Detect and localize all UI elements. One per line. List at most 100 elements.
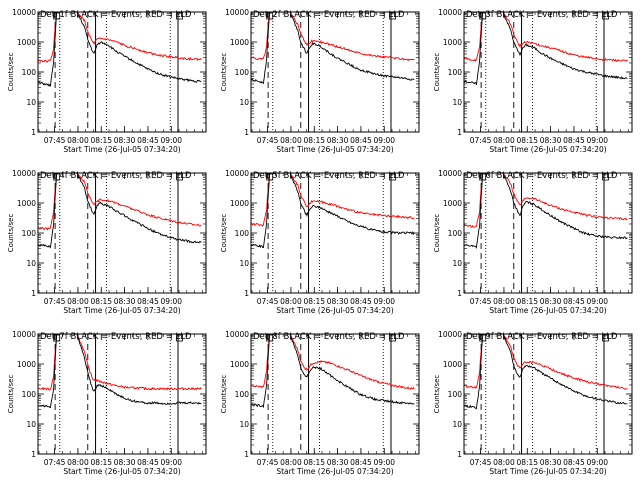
y-tick-label: 1000	[443, 360, 462, 369]
y-tick-label: 10	[452, 420, 462, 429]
x-tick-label: 07:45	[257, 458, 279, 467]
segment-marker	[479, 334, 487, 342]
segment-marker	[266, 173, 274, 181]
x-tick-label: 08:45	[350, 297, 372, 306]
y-tick-label: 10	[26, 420, 36, 429]
x-tick-label: 08:30	[540, 136, 562, 145]
panel-title: Det_9f BLACK = Events, RED = LLD	[466, 332, 618, 342]
y-tick-label: 1	[244, 128, 249, 137]
segment-marker	[479, 12, 487, 20]
x-axis-label: Start Time (26-Jul-05 07:34:20)	[63, 306, 180, 315]
lld-series-line	[251, 12, 415, 62]
y-tick-label: 1	[457, 128, 462, 137]
x-tick-label: 07:45	[44, 136, 66, 145]
x-tick-label: 09:00	[160, 136, 182, 145]
x-axis-label: Start Time (26-Jul-05 07:34:20)	[489, 306, 606, 315]
lld-series-line	[38, 173, 202, 231]
x-tick-label: 08:30	[540, 297, 562, 306]
plot-frame	[463, 11, 633, 133]
x-tick-label: 08:30	[327, 458, 349, 467]
x-tick-label: 08:15	[516, 136, 538, 145]
y-tick-label: 100	[235, 229, 250, 238]
x-tick-label: 07:45	[470, 136, 492, 145]
x-tick-label: 08:45	[563, 297, 585, 306]
segment-marker	[53, 12, 61, 20]
y-tick-label: 1	[31, 450, 36, 459]
panel-4: Det_4f BLACK = Events, RED = LLD Counts/s…	[7, 169, 207, 315]
y-tick-label: 1000	[17, 38, 36, 47]
segment-marker	[389, 334, 396, 342]
events-series-line	[464, 12, 628, 85]
y-tick-label: 10000	[438, 330, 462, 339]
x-tick-label: 08:45	[350, 136, 372, 145]
x-axis-label: Start Time (26-Jul-05 07:34:20)	[63, 145, 180, 154]
x-tick-label: 09:00	[373, 458, 395, 467]
x-tick-label: 08:00	[280, 297, 302, 306]
series-group	[251, 173, 415, 249]
y-tick-label: 100	[22, 68, 37, 77]
segment-marker	[389, 12, 396, 20]
x-tick-label: 08:15	[90, 136, 112, 145]
x-tick-label: 07:45	[257, 297, 279, 306]
y-axis-label: Counts/sec	[7, 53, 15, 92]
x-tick-label: 08:45	[137, 136, 159, 145]
y-tick-label: 10	[452, 259, 462, 268]
plot-frame	[250, 333, 420, 455]
y-tick-label: 1	[31, 128, 36, 137]
x-tick-label: 08:15	[303, 136, 325, 145]
x-axis-label: Start Time (26-Jul-05 07:34:20)	[276, 467, 393, 476]
panel-title: Det_5f BLACK = Events, RED = LLD	[253, 171, 405, 181]
x-axis-label: Start Time (26-Jul-05 07:34:20)	[489, 467, 606, 476]
y-tick-label: 1000	[230, 360, 249, 369]
segment-marker	[266, 334, 274, 342]
events-series-line	[464, 334, 628, 410]
x-tick-label: 08:45	[563, 458, 585, 467]
lld-series-line	[464, 12, 628, 62]
events-series-line	[38, 173, 202, 249]
marker-lines	[267, 12, 392, 132]
y-tick-label: 1	[457, 450, 462, 459]
x-tick-label: 08:30	[327, 297, 349, 306]
marker-lines	[480, 12, 605, 132]
panel-title: Det_8f BLACK = Events, RED = LLD	[253, 332, 405, 342]
y-tick-label: 100	[22, 390, 37, 399]
y-tick-label: 10	[239, 420, 249, 429]
y-tick-label: 10000	[225, 8, 249, 17]
plot-frame	[463, 172, 633, 294]
y-tick-label: 10	[452, 98, 462, 107]
x-tick-label: 08:30	[114, 458, 136, 467]
y-axis-label: Counts/sec	[433, 375, 441, 414]
y-axis-label: Counts/sec	[220, 53, 228, 92]
x-tick-label: 07:45	[470, 297, 492, 306]
x-tick-label: 08:15	[516, 458, 538, 467]
x-tick-label: 08:30	[114, 297, 136, 306]
y-tick-label: 1000	[443, 199, 462, 208]
segment-marker	[602, 334, 609, 342]
x-tick-label: 08:15	[303, 297, 325, 306]
y-tick-label: 10	[26, 259, 36, 268]
y-tick-label: 10000	[438, 8, 462, 17]
panel-6: Det_6f BLACK = Events, RED = LLD Counts/s…	[433, 169, 633, 315]
y-tick-label: 100	[448, 390, 463, 399]
y-tick-label: 1000	[230, 199, 249, 208]
y-tick-label: 100	[448, 229, 463, 238]
segment-marker	[176, 334, 183, 342]
segment-marker	[602, 173, 609, 181]
y-tick-label: 1000	[17, 360, 36, 369]
segment-marker	[53, 173, 61, 181]
segment-marker	[479, 173, 487, 181]
y-axis-label: Counts/sec	[7, 214, 15, 253]
y-tick-label: 10000	[12, 169, 36, 178]
series-group	[38, 334, 202, 409]
series-group	[464, 334, 628, 410]
x-tick-label: 08:30	[114, 136, 136, 145]
x-tick-label: 08:45	[137, 297, 159, 306]
y-tick-label: 100	[448, 68, 463, 77]
x-tick-label: 08:00	[67, 297, 89, 306]
lld-series-line	[464, 334, 628, 390]
panel-8: Det_8f BLACK = Events, RED = LLD Counts/s…	[220, 330, 420, 476]
events-series-line	[38, 334, 202, 409]
marker-lines	[267, 334, 392, 454]
x-tick-label: 09:00	[373, 297, 395, 306]
x-tick-label: 08:45	[350, 458, 372, 467]
